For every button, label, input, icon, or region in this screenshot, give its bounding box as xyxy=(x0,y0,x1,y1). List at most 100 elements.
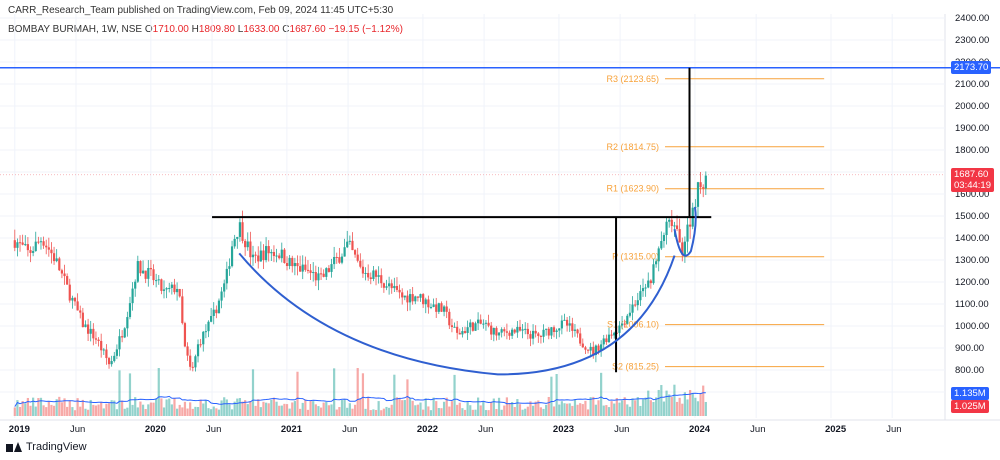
candle-body xyxy=(377,275,380,277)
volume-bar xyxy=(631,398,634,416)
candle-body xyxy=(448,311,451,326)
volume-bar xyxy=(427,406,430,416)
candle-body xyxy=(183,323,187,347)
volume-bar xyxy=(244,400,247,416)
volume-bar xyxy=(471,409,474,416)
volume-bar xyxy=(301,402,304,416)
volume-bar xyxy=(325,401,328,416)
candle-body xyxy=(416,296,420,298)
candle-body xyxy=(453,326,456,328)
volume-bar xyxy=(477,397,480,416)
volume-bar xyxy=(241,401,244,416)
candle-body xyxy=(37,241,40,243)
volume-bar xyxy=(681,403,684,416)
candle-body xyxy=(45,245,48,248)
candle-body xyxy=(662,235,666,242)
volume-bar xyxy=(160,398,163,416)
candle-body xyxy=(220,291,223,301)
volume-bar xyxy=(296,371,299,416)
high-label: H xyxy=(191,24,199,35)
volume-bar xyxy=(500,409,503,416)
symbol-name[interactable]: BOMBAY BURMAH, 1W, NSE xyxy=(8,24,143,35)
candle-body xyxy=(605,338,608,343)
candle-body xyxy=(246,241,249,248)
candle-body xyxy=(97,339,100,341)
volume-bar xyxy=(398,398,401,416)
volume-bar xyxy=(437,408,440,416)
candle-body xyxy=(68,284,71,301)
candle-body xyxy=(215,309,218,314)
candle-body xyxy=(566,319,569,326)
volume-bar xyxy=(581,404,584,416)
candle-body xyxy=(131,288,134,304)
volume-bar xyxy=(136,407,139,416)
x-tick-label: 2022 xyxy=(417,424,438,435)
candle-body xyxy=(385,286,388,288)
volume-bar xyxy=(157,368,160,416)
volume-bar xyxy=(636,397,639,416)
volume-bar xyxy=(508,402,511,416)
candle-body xyxy=(58,258,61,271)
volume-bar xyxy=(84,408,87,416)
volume-bar xyxy=(579,403,582,416)
volume-bar xyxy=(469,405,472,416)
volume-bar xyxy=(424,398,427,416)
volume-bar xyxy=(94,405,98,416)
y-tick-label: 1900.00 xyxy=(955,123,989,134)
candle-body xyxy=(471,322,474,331)
volume-bar xyxy=(162,407,166,416)
candle-body xyxy=(351,240,354,251)
volume-bar xyxy=(147,404,150,416)
candle-body xyxy=(212,309,215,317)
candle-body xyxy=(50,249,53,254)
volume-bar xyxy=(76,398,79,416)
volume-bar xyxy=(353,404,357,416)
y-tick-label: 2100.00 xyxy=(955,79,989,90)
volume-bar xyxy=(327,405,331,416)
candle-body xyxy=(618,325,621,333)
candle-body xyxy=(631,304,634,313)
candle-body xyxy=(81,312,84,328)
volume-bar xyxy=(37,398,40,416)
volume-bar xyxy=(194,406,197,416)
volume-bar xyxy=(338,407,341,416)
candle-body xyxy=(623,323,626,325)
volume-bar xyxy=(605,405,608,416)
volume-bar xyxy=(42,405,45,416)
volume-bar xyxy=(29,405,32,416)
y-tick-label: 1100.00 xyxy=(955,299,989,310)
volume-bar xyxy=(566,403,569,416)
candle-body xyxy=(293,263,296,267)
volume-bar xyxy=(377,401,380,416)
volume-bar xyxy=(503,405,506,416)
footer-brand[interactable]: TradingView xyxy=(6,441,87,453)
candle-body xyxy=(626,315,629,324)
volume-bar xyxy=(55,399,58,416)
candle-body xyxy=(534,330,537,334)
candle-body xyxy=(620,323,624,326)
volume-bar xyxy=(34,406,37,416)
candle-body xyxy=(552,327,556,332)
candle-body xyxy=(427,299,430,308)
volume-bar xyxy=(60,402,64,416)
volume-bar xyxy=(52,405,56,416)
volume-bar xyxy=(492,398,495,416)
candle-body xyxy=(461,331,464,335)
candle-body xyxy=(628,312,632,316)
volume-bar xyxy=(474,409,477,416)
volume-bar xyxy=(230,409,234,416)
candle-body xyxy=(262,250,265,261)
candle-body xyxy=(47,247,50,250)
volume-bar xyxy=(657,389,660,416)
volume-bar xyxy=(524,408,527,416)
volume-bar xyxy=(665,390,668,416)
y-tick-label: 1000.00 xyxy=(955,321,989,332)
candle-body xyxy=(382,283,385,288)
x-tick-label: 2019 xyxy=(9,424,30,435)
volume-bar xyxy=(422,409,425,416)
volume-bar xyxy=(168,398,171,416)
x-tick-label: 2023 xyxy=(553,424,574,435)
change-value: −19.15 (−1.12%) xyxy=(328,24,403,35)
candle-body xyxy=(479,319,482,324)
